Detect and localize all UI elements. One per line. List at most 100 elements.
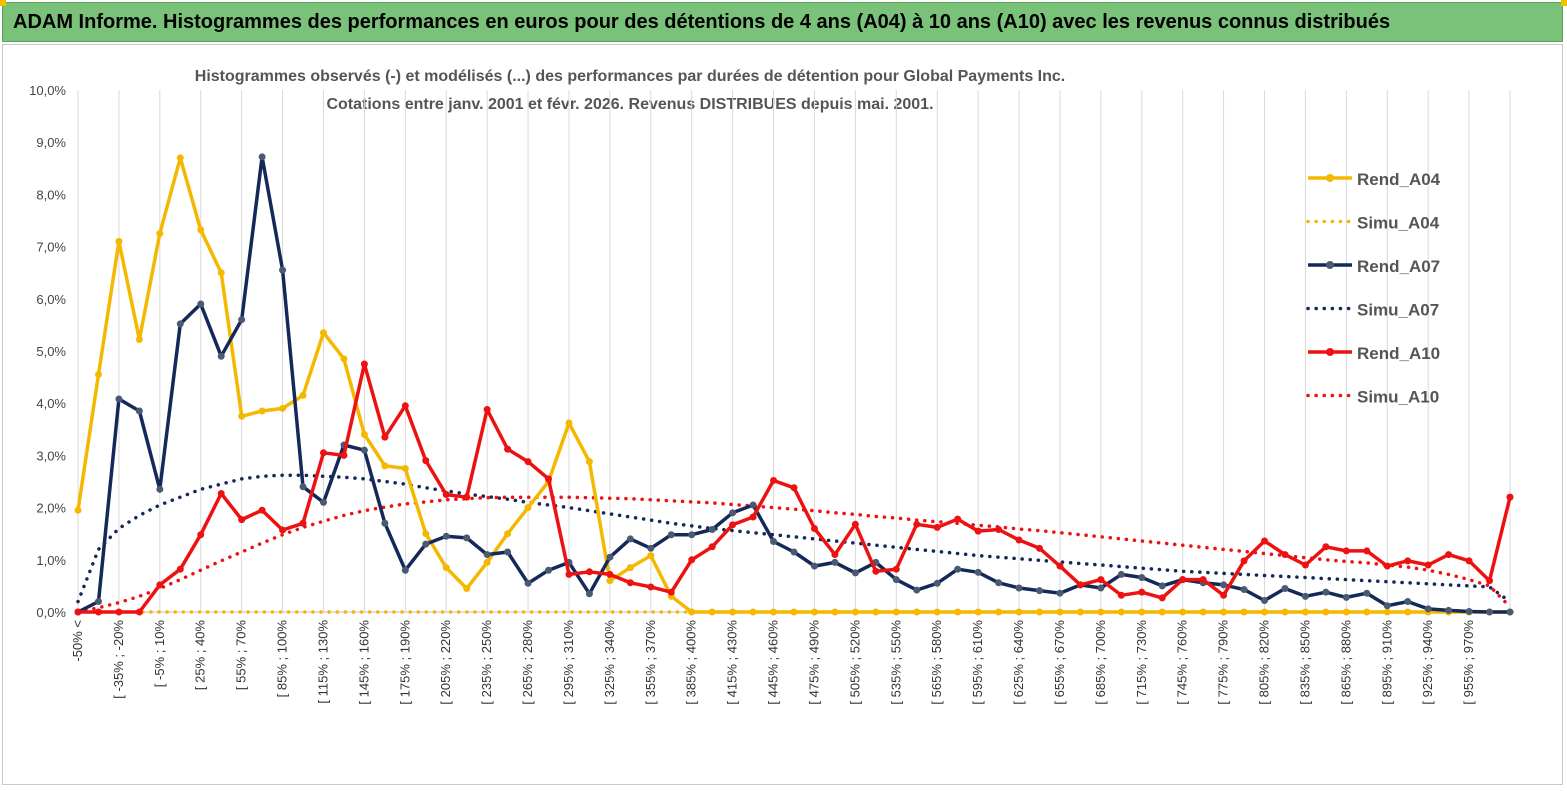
data-point	[197, 531, 205, 539]
data-point	[1445, 551, 1453, 559]
data-point	[238, 316, 246, 324]
x-tick-label: [ 895% ; 910%	[1379, 620, 1394, 705]
data-point	[1363, 608, 1371, 616]
data-point	[1506, 608, 1514, 616]
data-point	[319, 498, 327, 506]
series-layer	[74, 153, 1514, 616]
x-tick-label: [ 55% ; 70%	[234, 620, 249, 691]
data-point	[217, 490, 225, 498]
legend-marker	[1326, 174, 1334, 182]
x-tick-label: [ 235% ; 250%	[479, 620, 494, 705]
x-tick-label: [ 385% ; 400%	[684, 620, 699, 705]
data-point	[708, 608, 716, 616]
data-point	[1097, 584, 1105, 592]
data-point	[1220, 591, 1228, 599]
data-point	[1322, 543, 1330, 551]
data-point	[1261, 597, 1269, 605]
data-point	[913, 586, 921, 594]
y-tick-label: 4,0%	[36, 396, 66, 411]
data-point	[790, 484, 798, 492]
data-point	[1322, 608, 1330, 616]
data-point	[729, 608, 737, 616]
legend-label: Simu_A07	[1357, 301, 1439, 320]
data-point	[299, 483, 307, 491]
data-point	[197, 226, 205, 234]
data-point	[1404, 598, 1412, 606]
data-point	[238, 412, 246, 420]
data-point	[851, 520, 859, 528]
data-point	[1015, 536, 1023, 544]
data-point	[1035, 544, 1043, 552]
data-point	[319, 329, 327, 337]
data-point	[892, 608, 900, 616]
data-point	[729, 509, 737, 517]
data-point	[1383, 608, 1391, 616]
data-point	[1035, 608, 1043, 616]
data-point	[1240, 557, 1248, 565]
data-point	[1301, 608, 1309, 616]
x-tick-label: [ 415% ; 430%	[725, 620, 740, 705]
legend[interactable]: Rend_A04 Simu_A04 Rend_A07 Simu_A07 Rend_A10…	[1306, 170, 1441, 407]
data-point	[279, 404, 287, 412]
data-point	[1056, 562, 1064, 570]
data-point	[933, 579, 941, 587]
x-tick-label: [ 205% ; 220%	[438, 620, 453, 705]
data-point	[585, 590, 593, 598]
data-point	[1383, 602, 1391, 610]
x-tick-label: [ 25% ; 40%	[193, 620, 208, 691]
data-point	[1281, 608, 1289, 616]
data-point	[606, 570, 614, 578]
data-point	[565, 419, 573, 427]
data-point	[156, 230, 164, 238]
data-point	[94, 370, 102, 378]
data-point	[626, 535, 634, 543]
data-point	[1342, 593, 1350, 601]
data-point	[360, 446, 368, 454]
data-point	[1322, 588, 1330, 596]
data-point	[1220, 608, 1228, 616]
data-point	[74, 506, 82, 514]
data-point	[933, 523, 941, 531]
data-point	[340, 355, 348, 363]
data-point	[483, 405, 491, 413]
y-tick-label: 1,0%	[36, 553, 66, 568]
data-point	[831, 551, 839, 559]
data-point	[1301, 592, 1309, 600]
x-tick-label: [ 565% ; 580%	[929, 620, 944, 705]
data-point	[688, 556, 696, 564]
data-point	[1035, 587, 1043, 595]
x-tick-label: [ 115% ; 130%	[315, 620, 330, 704]
data-point	[974, 527, 982, 535]
x-tick-label: [ 295% ; 310%	[561, 620, 576, 705]
data-point	[115, 237, 123, 245]
y-tick-label: 2,0%	[36, 501, 66, 516]
data-point	[197, 300, 205, 308]
y-tick-label: 9,0%	[36, 135, 66, 150]
data-point	[872, 567, 880, 575]
data-point	[1056, 608, 1064, 616]
x-tick-label: [ 475% ; 490%	[806, 620, 821, 705]
data-point	[1342, 547, 1350, 555]
data-point	[995, 579, 1003, 587]
data-point	[1015, 584, 1023, 592]
data-point	[606, 553, 614, 561]
data-point	[770, 608, 778, 616]
data-point	[1015, 608, 1023, 616]
data-point	[483, 558, 491, 566]
data-point	[729, 521, 737, 529]
legend-label: Simu_A04	[1357, 214, 1440, 233]
data-point	[954, 608, 962, 616]
data-point	[1199, 608, 1207, 616]
data-point	[770, 476, 778, 484]
data-point	[1158, 582, 1166, 590]
x-tick-label: [ 355% ; 370%	[643, 620, 658, 705]
x-tick-label: [ 145% ; 160%	[356, 620, 371, 705]
data-point	[1404, 608, 1412, 616]
data-point	[504, 548, 512, 556]
chart-frame	[2, 44, 1563, 785]
data-point	[810, 524, 818, 532]
data-point	[483, 551, 491, 559]
data-point	[1117, 591, 1125, 599]
data-point	[810, 562, 818, 570]
data-point	[790, 608, 798, 616]
